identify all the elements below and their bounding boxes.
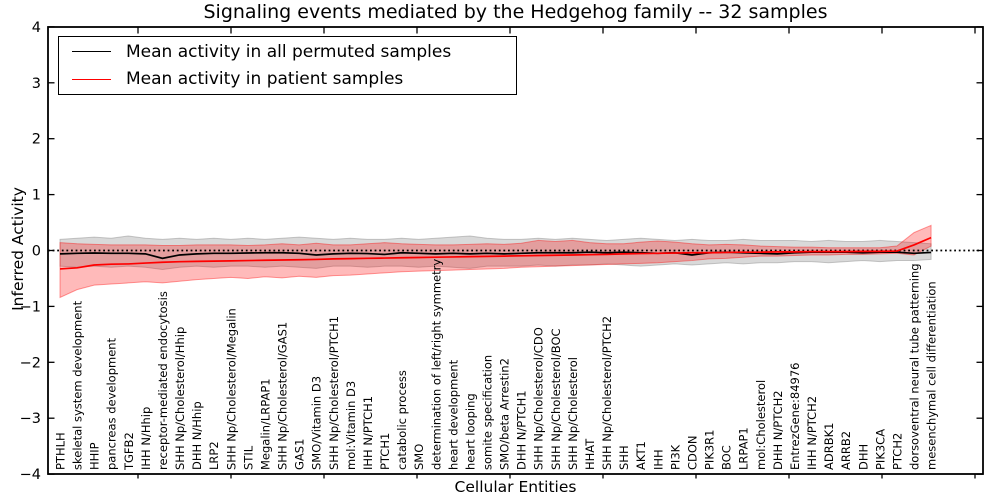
y-tick-label: 4: [32, 20, 41, 36]
permuted-line-swatch: [72, 51, 111, 53]
x-category-label: PI3K: [668, 444, 682, 470]
legend-label-permuted: Mean activity in all permuted samples: [126, 41, 452, 62]
x-category-label: STIL: [241, 445, 255, 470]
x-category-label: SHH Np/Cholesterol/Megalin: [224, 308, 238, 470]
x-category-label: LRPAP1: [737, 427, 751, 470]
x-category-label: SHH Np/Cholesterol/PTCH2: [600, 316, 614, 470]
x-category-label: DHH N/PTCH1: [515, 390, 529, 470]
x-category-label: SHH Np/Cholesterol/PTCH1: [327, 316, 341, 470]
y-tick-label: −2: [20, 355, 41, 371]
y-tick-label: −1: [20, 299, 41, 315]
x-category-label: DHH N/Hhip: [190, 401, 204, 470]
patient-mean-line: [59, 236, 932, 270]
x-category-label: ADRBK1: [822, 423, 836, 470]
x-category-label: BOC: [720, 445, 734, 470]
x-category-label: heart development: [446, 359, 460, 470]
x-category-label: SMO: [412, 444, 426, 470]
x-category-label: receptor-mediated endocytosis: [156, 291, 170, 470]
x-category-label: SHH: [617, 445, 631, 470]
x-category-label: SHH Np/Cholesterol/BOC: [549, 328, 563, 470]
x-category-label: dorsoventral neural tube patterning: [908, 263, 922, 470]
x-category-label: mesenchymal cell differentiation: [925, 281, 939, 470]
x-category-label: GAS1: [293, 439, 307, 470]
permuted-mean-line: [59, 251, 932, 260]
x-category-label: IHH N/Hhip: [139, 407, 153, 470]
x-axis-label: Cellular Entities: [454, 478, 577, 496]
x-category-label: skeletal system development: [71, 300, 85, 470]
chart-title: Signaling events mediated by the Hedgeho…: [203, 1, 828, 23]
x-category-label: SHH Np/Cholesterol: [566, 357, 580, 470]
x-category-label: pancreas development: [105, 337, 119, 470]
x-category-label: PIK3R1: [703, 430, 717, 471]
legend-entry-permuted: Mean activity in all permuted samples: [59, 39, 516, 65]
y-tick-label: 0: [32, 244, 41, 260]
patient-line-swatch: [72, 78, 111, 80]
x-category-label: PTHLH: [54, 432, 68, 470]
x-category-label: PIK3CA: [873, 429, 887, 470]
x-category-label: DHH N/PTCH2: [771, 390, 785, 470]
y-tick-label: 1: [32, 188, 41, 204]
x-category-label: EntrezGene:84976: [788, 363, 802, 470]
x-category-label: mol:Vitamin D3: [344, 381, 358, 470]
x-category-label: SMO/Vitamin D3: [310, 376, 324, 470]
y-tick-label: 2: [32, 132, 41, 148]
x-category-label: determination of left/right symmetry: [429, 259, 443, 470]
x-category-label: somite specification: [481, 355, 495, 470]
x-category-label: SHH Np/Cholesterol/Hhip: [173, 327, 187, 470]
x-category-label: ARRB2: [839, 431, 853, 470]
x-category-label: CDON: [685, 435, 699, 470]
y-tick-label: −3: [20, 411, 41, 427]
x-category-label: PTCH2: [890, 433, 904, 470]
legend-label-patient: Mean activity in patient samples: [126, 69, 404, 90]
x-category-label: mol:Cholesterol: [754, 380, 768, 470]
x-category-label: HHAT: [583, 438, 597, 470]
x-category-label: IHH: [651, 449, 665, 470]
x-category-label: SMO/beta Arrestin2: [498, 358, 512, 470]
legend-box: Mean activity in all permuted samples Me…: [58, 36, 517, 95]
x-category-label: DHH: [856, 444, 870, 470]
y-tick-label: −4: [20, 467, 41, 483]
patient-band: [59, 224, 932, 299]
x-category-label: AKT1: [634, 441, 648, 470]
x-category-label: IHH N/PTCH2: [805, 396, 819, 470]
y-tick-label: 3: [32, 76, 41, 92]
x-category-label: TGFB2: [122, 432, 136, 471]
legend-entry-patient: Mean activity in patient samples: [59, 66, 516, 92]
x-category-label: SHH Np/Cholesterol/CDO: [532, 327, 546, 470]
x-category-label: HHIP: [88, 442, 102, 470]
x-category-label: catabolic process: [395, 370, 409, 470]
x-category-label: SHH Np/Cholesterol/GAS1: [276, 322, 290, 470]
x-category-label: LRP2: [207, 441, 221, 470]
x-category-label: heart looping: [463, 393, 477, 470]
x-category-label: Megalin/LRPAP1: [258, 378, 272, 470]
x-category-label: IHH N/PTCH1: [361, 396, 375, 470]
x-category-label: PTCH1: [378, 433, 392, 470]
